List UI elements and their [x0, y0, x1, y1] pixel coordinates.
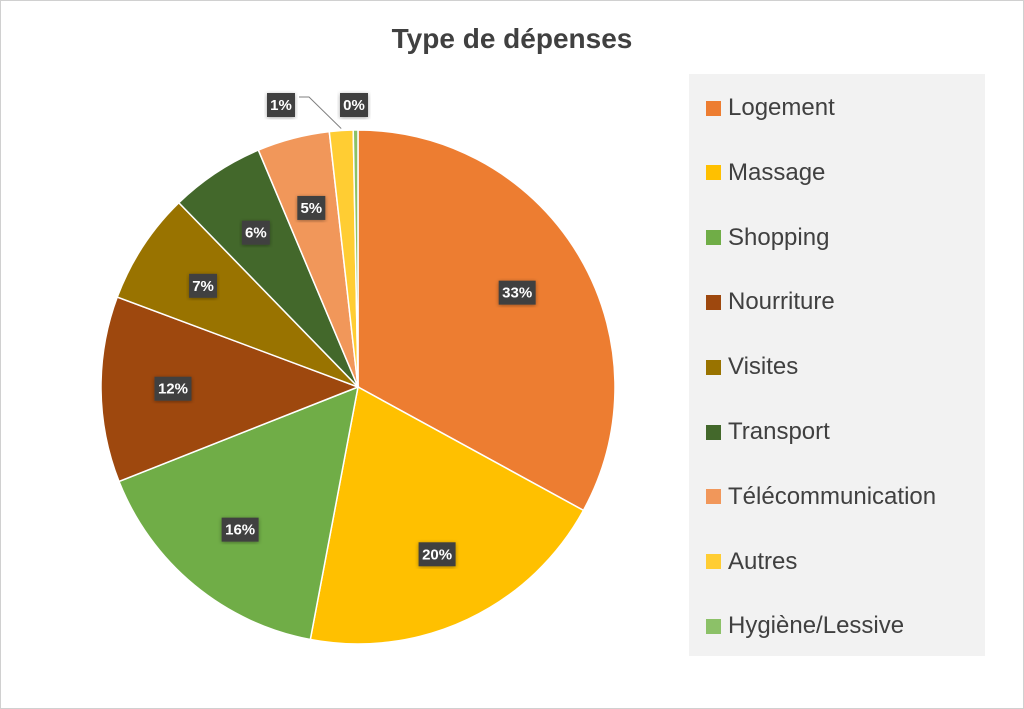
legend-item: Transport — [689, 417, 830, 447]
data-label-box — [418, 542, 456, 567]
legend-label: Télécommunication — [728, 482, 937, 510]
legend-swatch — [706, 489, 721, 505]
data-label-box — [340, 93, 368, 117]
data-label: 6% — [241, 220, 270, 245]
legend-item: Hygiène/Lessive — [689, 611, 904, 641]
legend-item: Visites — [689, 352, 798, 382]
data-label: 7% — [189, 273, 218, 298]
pie-slice-shopping — [118, 385, 359, 641]
data-label-box — [189, 273, 218, 298]
pie-slice-nourriture — [100, 296, 361, 483]
data-label: 12% — [154, 376, 192, 401]
legend-swatch — [706, 554, 721, 570]
legend-item: Nourriture — [689, 287, 835, 317]
legend-item: Autres — [689, 547, 797, 577]
legend-swatch — [706, 165, 721, 181]
pie-slice-hygi-ne-lessive — [352, 129, 359, 388]
data-label-text: 1% — [270, 97, 292, 114]
data-label-text: 6% — [245, 225, 267, 242]
data-label: 33% — [498, 280, 536, 305]
legend-label: Hygiène/Lessive — [728, 612, 905, 640]
data-label-box — [154, 376, 192, 401]
legend-swatch — [706, 618, 721, 634]
legend-swatch — [706, 230, 721, 246]
legend-swatch — [706, 100, 721, 116]
legend-item: Logement — [689, 93, 835, 123]
data-label-text: 7% — [192, 278, 214, 295]
legend-label: Logement — [728, 94, 835, 121]
data-label-box — [297, 195, 326, 220]
data-label: 5% — [297, 195, 326, 220]
legend-label: Massage — [728, 158, 826, 186]
data-label-box — [241, 220, 270, 245]
legend-item: Télécommunication — [689, 482, 936, 512]
legend-swatch — [706, 424, 721, 440]
leader-line — [299, 96, 342, 129]
legend-swatch — [706, 294, 721, 310]
data-label: 20% — [418, 542, 456, 567]
chart-legend: Logement Massage Shopping Nourriture Visites… — [689, 74, 985, 656]
legend-label: Transport — [728, 418, 830, 445]
data-label: 0% — [340, 93, 368, 117]
data-label-text: 5% — [300, 200, 322, 217]
data-label-box — [221, 517, 259, 542]
data-label: 1% — [267, 93, 295, 117]
data-label-box — [498, 280, 536, 305]
pie-slice-visites — [116, 201, 359, 388]
data-label-text: 16% — [225, 522, 255, 539]
data-label-text: 33% — [502, 285, 532, 302]
data-label-text: 20% — [422, 546, 452, 563]
pie-slice-logement — [357, 129, 616, 512]
legend-swatch — [706, 359, 721, 375]
data-label-text: 0% — [343, 97, 365, 114]
data-label-text: 12% — [158, 381, 188, 398]
data-label-box — [267, 93, 295, 117]
pie-slice-massage — [309, 385, 585, 645]
legend-label: Nourriture — [728, 288, 835, 316]
data-label: 16% — [221, 517, 259, 542]
legend-item: Shopping — [689, 223, 829, 253]
legend-label: Visites — [728, 353, 799, 381]
legend-label: Shopping — [728, 223, 830, 251]
legend-item: Massage — [689, 158, 825, 188]
chart-title: Type de dépenses — [391, 23, 633, 54]
legend-label: Autres — [728, 547, 798, 575]
